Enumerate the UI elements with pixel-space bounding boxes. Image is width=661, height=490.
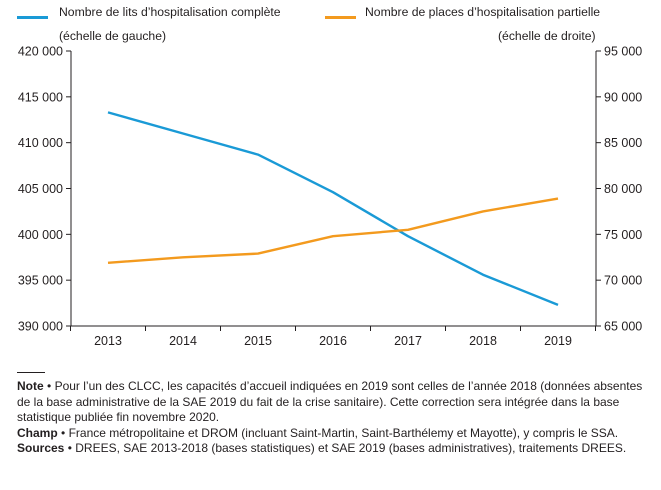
notes-block: Note • Pour l’un des CLCC, les capacités… (17, 372, 647, 457)
left-tick-label: 395 000 (18, 274, 63, 288)
champ-paragraph: Champ • France métropolitaine et DROM (i… (17, 426, 647, 442)
right-tick-label: 85 000 (604, 136, 642, 150)
note-text: Pour l’un des CLCC, les capacités d’accu… (17, 379, 643, 425)
axes (70, 51, 597, 327)
legend-sub-left-scale: (échelle de gauche) (59, 29, 167, 43)
sources-paragraph: Sources • DREES, SAE 2013-2018 (bases st… (17, 441, 647, 457)
series-line-places (107, 197, 559, 264)
legend: Nombre de lits d’hospitalisation complèt… (0, 0, 661, 50)
left-tick-label: 405 000 (18, 182, 63, 196)
x-tick-label: 2016 (319, 334, 347, 348)
left-tick-label: 390 000 (18, 320, 63, 334)
sources-bullet: • (67, 441, 72, 456)
x-tick-label: 2013 (94, 334, 122, 348)
x-tick-label: 2015 (244, 334, 272, 348)
x-tick-label: 2019 (544, 334, 572, 348)
sources-text: DREES, SAE 2013-2018 (bases statistiques… (75, 441, 627, 456)
series-line-lits (107, 111, 559, 307)
legend-swatch-places (325, 16, 356, 19)
right-tick-label: 70 000 (604, 274, 642, 288)
champ-label: Champ (17, 425, 58, 440)
right-tick-label: 65 000 (604, 320, 642, 334)
left-tick-label: 415 000 (18, 90, 63, 104)
series-lines (107, 111, 559, 307)
left-tick-label: 400 000 (18, 228, 63, 242)
right-tick-label: 75 000 (604, 228, 642, 242)
note-paragraph: Note • Pour l’un des CLCC, les capacités… (17, 379, 647, 426)
right-axis-ticks: 65 000 70 000 75 000 80 000 85 000 90 000 95 0… (596, 45, 642, 334)
right-tick-label: 90 000 (604, 90, 642, 104)
champ-text: France métropolitaine et DROM (incluant … (68, 425, 619, 440)
sources-label: Sources (17, 441, 65, 456)
legend-label-lits: Nombre de lits d’hospitalisation complèt… (59, 5, 281, 19)
champ-bullet: • (61, 425, 66, 440)
note-bullet: • (47, 379, 52, 393)
x-tick-label: 2017 (394, 334, 422, 348)
legend-label-places: Nombre de places d’hospitalisation parti… (365, 5, 601, 19)
left-tick-label: 420 000 (18, 45, 63, 59)
left-tick-label: 410 000 (18, 136, 63, 150)
x-axis-ticks: 2013 2014 2015 2016 2017 2018 2019 (70, 326, 596, 348)
right-tick-label: 80 000 (604, 182, 642, 196)
notes-divider (17, 372, 45, 373)
legend-swatch-lits (17, 16, 48, 19)
x-tick-label: 2018 (469, 334, 497, 348)
right-tick-label: 95 000 (604, 45, 642, 59)
line-chart: 390 000 395 000 400 000 405 000 410 000 415 0… (18, 45, 642, 349)
left-axis-ticks: 390 000 395 000 400 000 405 000 410 000 415 0… (18, 45, 71, 334)
note-label: Note (17, 379, 44, 393)
x-tick-label: 2014 (169, 334, 197, 348)
legend-sub-right-scale: (échelle de droite) (498, 29, 596, 43)
